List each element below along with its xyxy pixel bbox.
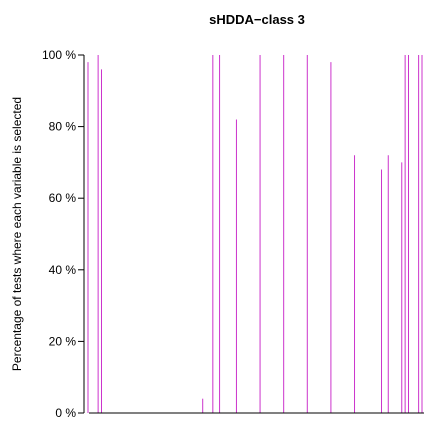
y-tick-label: 0 %: [55, 406, 76, 420]
chart-title: sHDDA−class 3: [209, 12, 305, 27]
y-tick-label: 100 %: [42, 48, 76, 62]
y-tick-label: 60 %: [49, 191, 77, 205]
y-axis: 0 % 20 % 40 % 60 % 80 % 100 %: [42, 48, 85, 420]
y-tick-label: 40 %: [49, 263, 77, 277]
bars-group: [87, 55, 423, 413]
y-tick-label: 80 %: [49, 120, 77, 134]
y-axis-label: Percentage of tests where each variable …: [10, 97, 24, 371]
y-tick-label: 20 %: [49, 334, 77, 348]
